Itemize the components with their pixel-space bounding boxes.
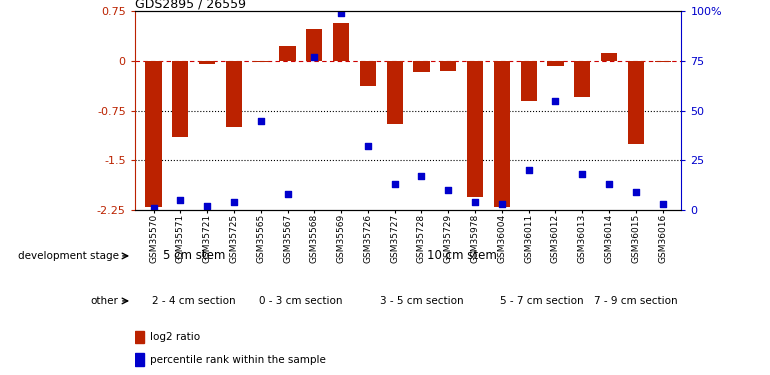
Text: 2 - 4 cm section: 2 - 4 cm section [152,296,236,306]
Point [389,181,401,187]
Point [415,173,427,179]
Point [496,201,508,207]
Bar [413,61,430,72]
Point [308,54,320,60]
Text: 7 - 9 cm section: 7 - 9 cm section [594,296,678,306]
Bar [226,61,242,127]
Bar [146,61,162,207]
Bar [306,29,323,61]
Point [549,98,561,104]
Point [281,191,293,197]
Bar [387,61,403,124]
Bar [280,46,296,61]
Point [576,171,588,177]
Text: 5 cm stem: 5 cm stem [162,249,225,262]
Point [657,201,669,207]
Bar [440,61,457,71]
Point [335,10,347,16]
Point [442,187,454,193]
Bar [521,61,537,101]
Bar [654,61,671,62]
Point [362,143,374,149]
Point [469,199,481,205]
Bar [253,61,269,62]
Bar [547,61,564,66]
Bar [172,61,189,137]
Point [147,205,159,211]
Text: 5 - 7 cm section: 5 - 7 cm section [500,296,584,306]
Text: 0 - 3 cm section: 0 - 3 cm section [259,296,343,306]
Bar [574,61,591,98]
Point [255,118,267,124]
Point [523,167,535,173]
Bar [135,353,145,366]
Bar [628,61,644,144]
Bar [601,53,617,61]
Text: development stage: development stage [18,251,119,261]
Bar [360,61,376,86]
Bar [467,61,483,197]
Bar [333,22,349,61]
Point [228,199,240,205]
Text: log2 ratio: log2 ratio [150,332,200,342]
Text: 3 - 5 cm section: 3 - 5 cm section [380,296,464,306]
Point [201,203,213,209]
Text: GDS2895 / 26559: GDS2895 / 26559 [135,0,246,10]
Text: other: other [91,296,119,306]
Bar [199,61,215,64]
Bar [494,61,510,207]
Text: 10 cm stem: 10 cm stem [427,249,497,262]
Bar [135,331,145,344]
Point [174,197,186,203]
Point [603,181,615,187]
Point [630,189,642,195]
Text: percentile rank within the sample: percentile rank within the sample [150,354,326,364]
